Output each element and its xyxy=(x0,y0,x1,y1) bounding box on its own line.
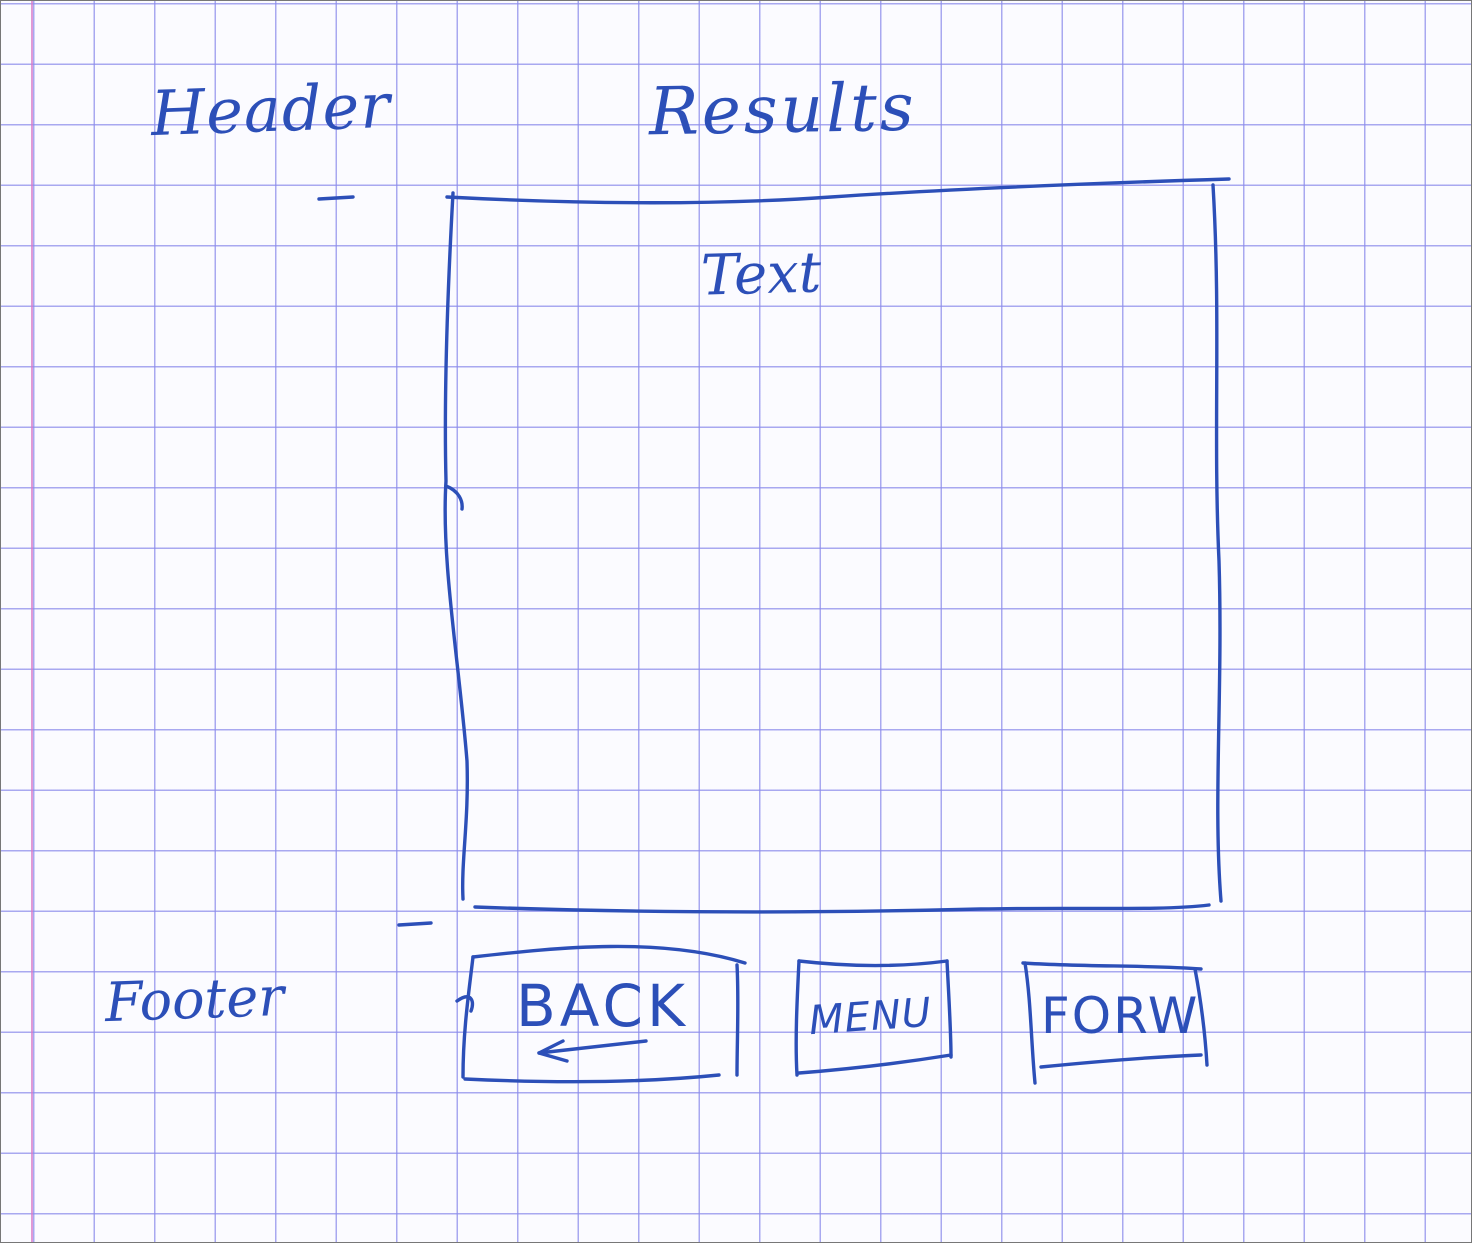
arrow-left-icon xyxy=(537,1039,648,1063)
header-separator-dash xyxy=(317,195,355,201)
footer-separator-dash xyxy=(397,921,433,927)
back-button-label: BACK xyxy=(516,972,689,1040)
content-box-outline xyxy=(443,177,1231,914)
page-title: Results xyxy=(648,68,918,151)
header-label: Header xyxy=(149,68,392,151)
forward-button-label: FORW xyxy=(1041,987,1200,1045)
margin-line xyxy=(31,1,33,1242)
forward-button-outline xyxy=(1021,961,1209,1085)
menu-button-outline xyxy=(794,959,953,1077)
menu-button-label: MENU xyxy=(807,989,934,1045)
back-button-outline xyxy=(455,944,747,1084)
content-text: Text xyxy=(700,240,823,309)
footer-label: Footer xyxy=(103,964,286,1035)
